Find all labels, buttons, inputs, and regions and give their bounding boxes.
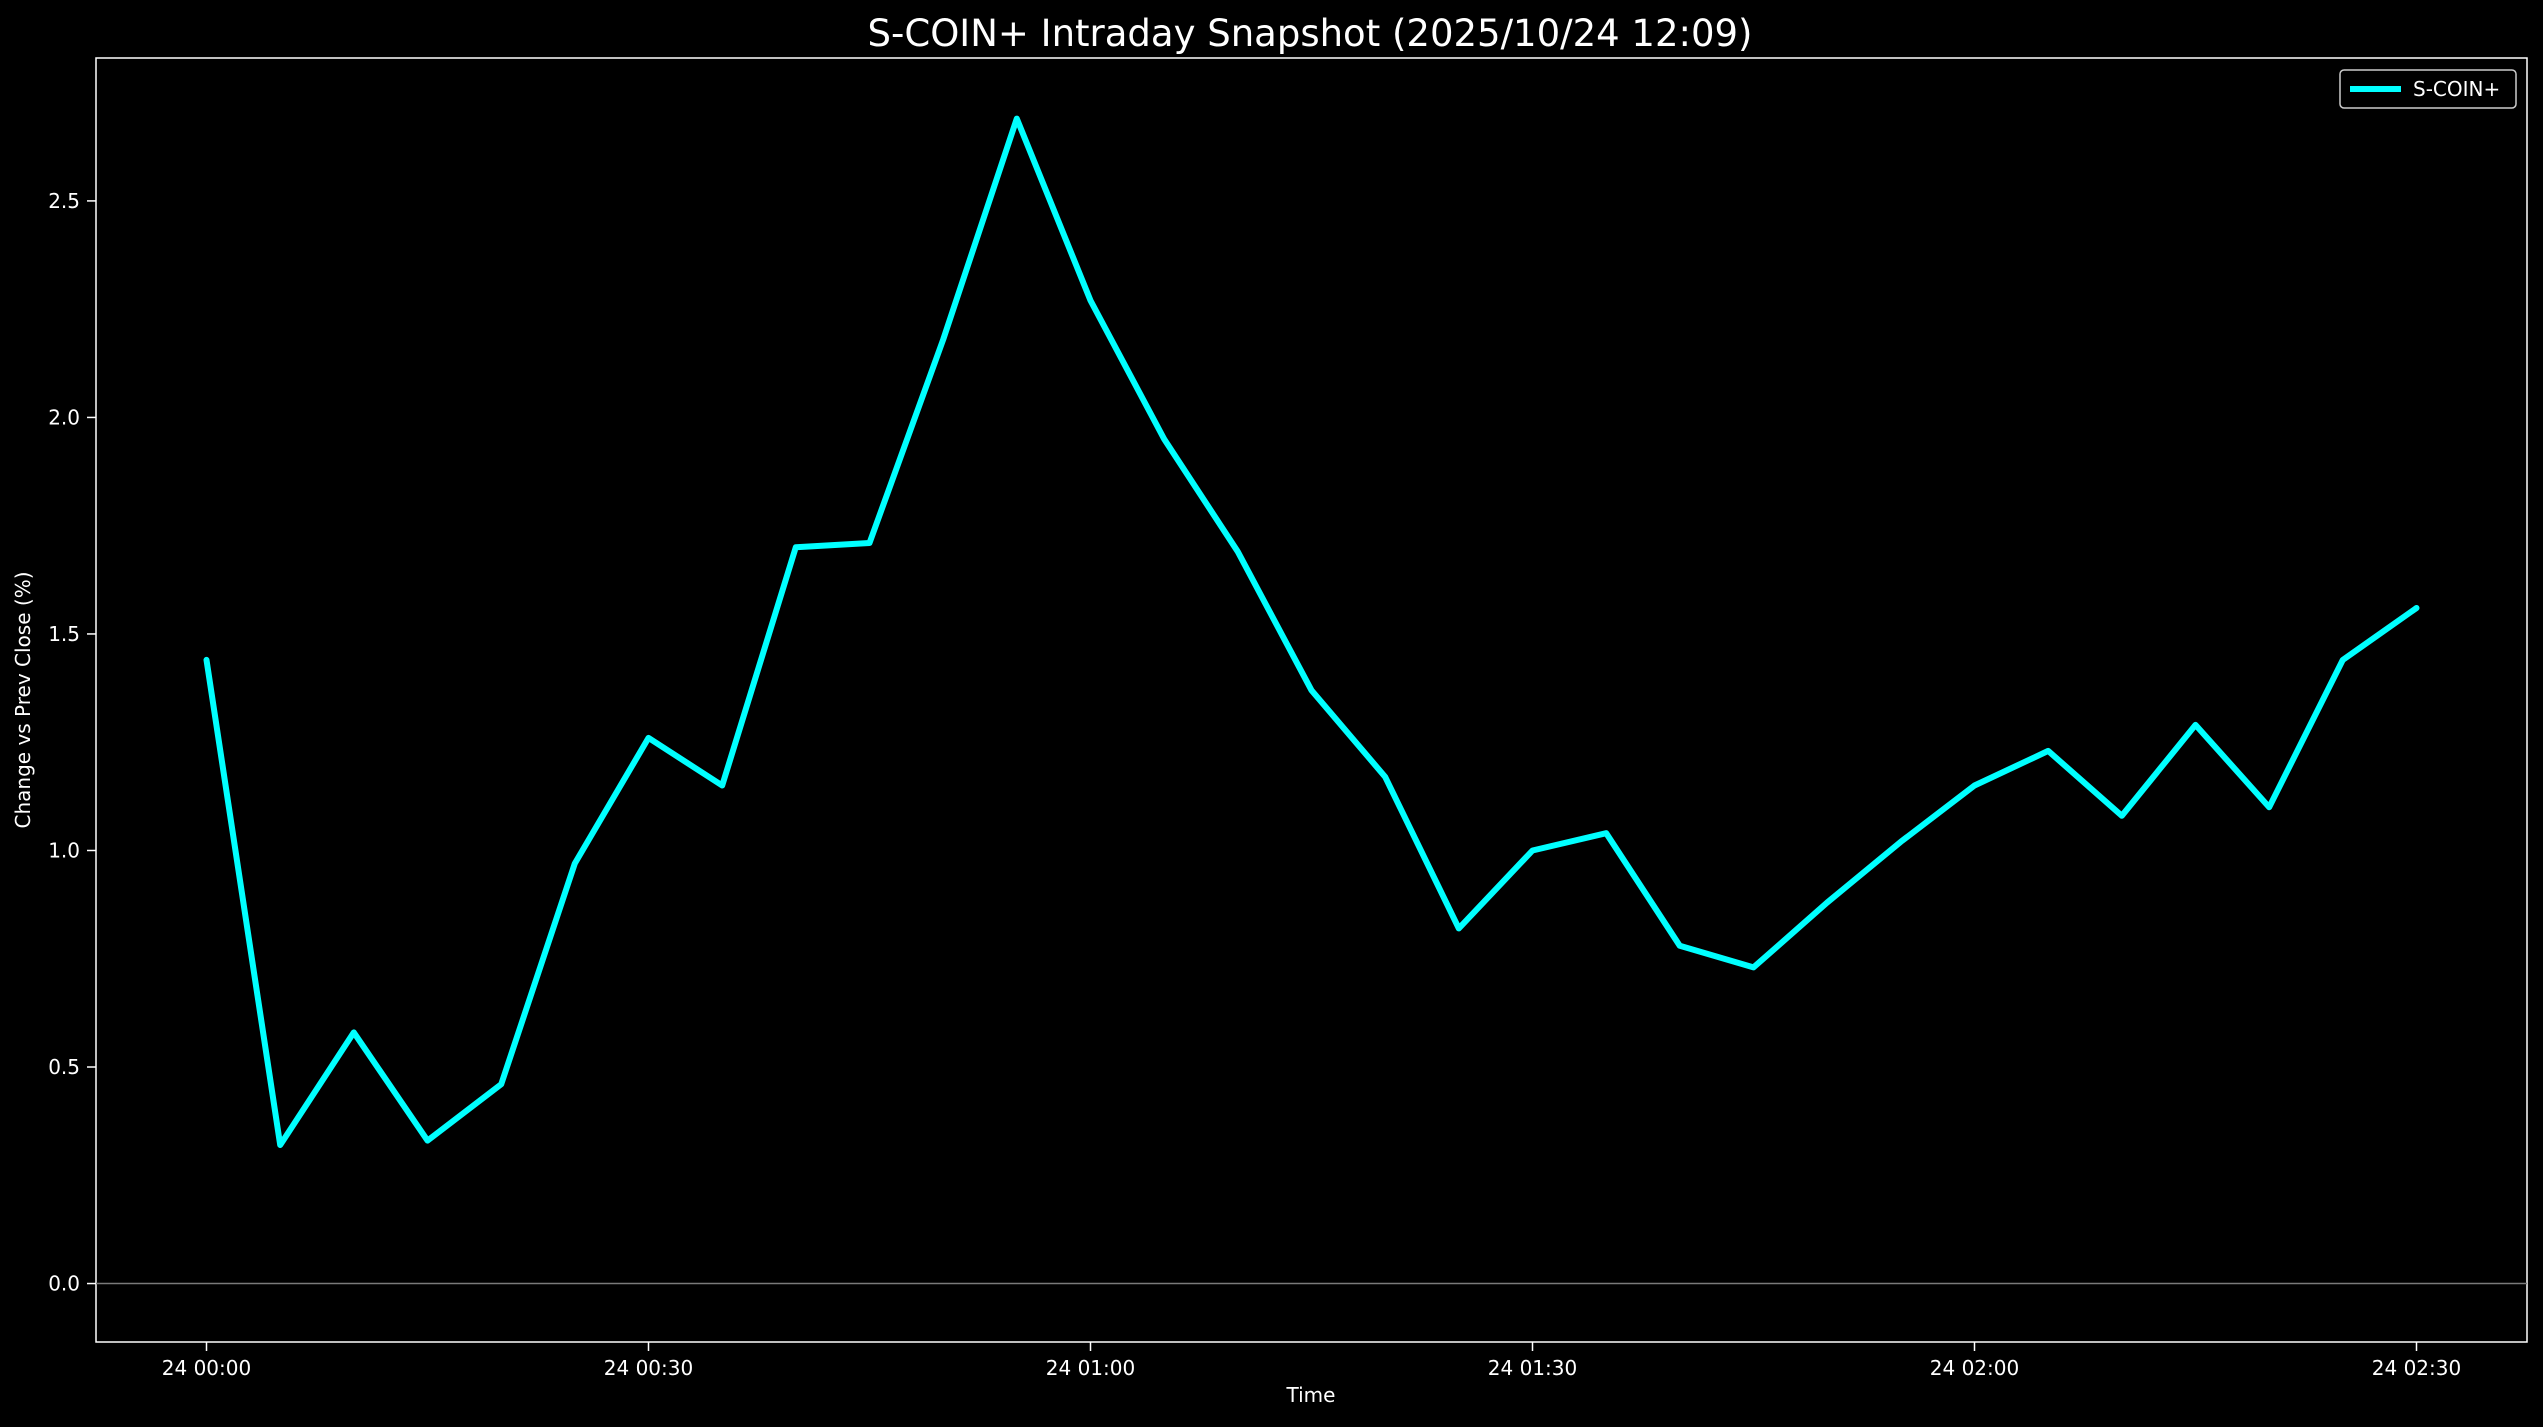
legend-box bbox=[2339, 69, 2517, 109]
series-group bbox=[203, 115, 2420, 1148]
legend-label: S-COIN+ bbox=[2413, 77, 2500, 101]
x-tick-label: 24 02:30 bbox=[2372, 1356, 2461, 1380]
y-tick-label: 2.0 bbox=[48, 405, 80, 429]
y-axis-label: Change vs Prev Close (%) bbox=[11, 572, 35, 829]
y-axis-ticks: 0.0 0.5 1.0 1.5 2.0 2.5 bbox=[48, 189, 96, 1296]
y-tick-label: 2.5 bbox=[48, 189, 80, 213]
y-tick-label: 1.0 bbox=[48, 838, 80, 862]
y-tick-label: 1.5 bbox=[48, 622, 80, 646]
y-tick-label: 0.5 bbox=[48, 1055, 80, 1079]
series-line bbox=[203, 115, 2420, 1148]
x-tick-label: 24 01:30 bbox=[1488, 1356, 1577, 1380]
x-axis-ticks: 24 00:00 24 00:30 24 01:00 24 01:30 24 02:00… bbox=[162, 1342, 2461, 1380]
x-tick-label: 24 00:00 bbox=[162, 1356, 251, 1380]
x-tick-label: 24 00:30 bbox=[604, 1356, 693, 1380]
legend: S-COIN+ bbox=[2339, 69, 2517, 109]
x-tick-label: 24 01:00 bbox=[1046, 1356, 1135, 1380]
x-axis-label: Time bbox=[1286, 1383, 1336, 1407]
y-tick-label: 0.0 bbox=[48, 1272, 80, 1296]
x-tick-label: 24 02:00 bbox=[1930, 1356, 2019, 1380]
plot-area-frame bbox=[95, 57, 2528, 1343]
chart-title: S-COIN+ Intraday Snapshot (2025/10/24 12… bbox=[868, 12, 1753, 55]
